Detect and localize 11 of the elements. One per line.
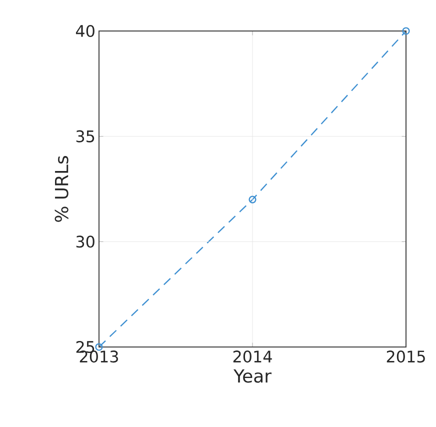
x-tick-label: 2015 (386, 350, 425, 363)
x-tick-label: 2013 (80, 350, 118, 363)
y-tick-label: 30 (76, 236, 94, 248)
x-tick-label: 2014 (233, 350, 272, 363)
y-axis-title: % URLs (54, 156, 68, 222)
x-axis-title: Year (233, 369, 272, 383)
y-tick-label: 40 (76, 24, 94, 38)
point (95, 343, 103, 351)
y-tick-label: 35 (76, 130, 94, 142)
point (402, 27, 410, 35)
point (248, 196, 256, 204)
